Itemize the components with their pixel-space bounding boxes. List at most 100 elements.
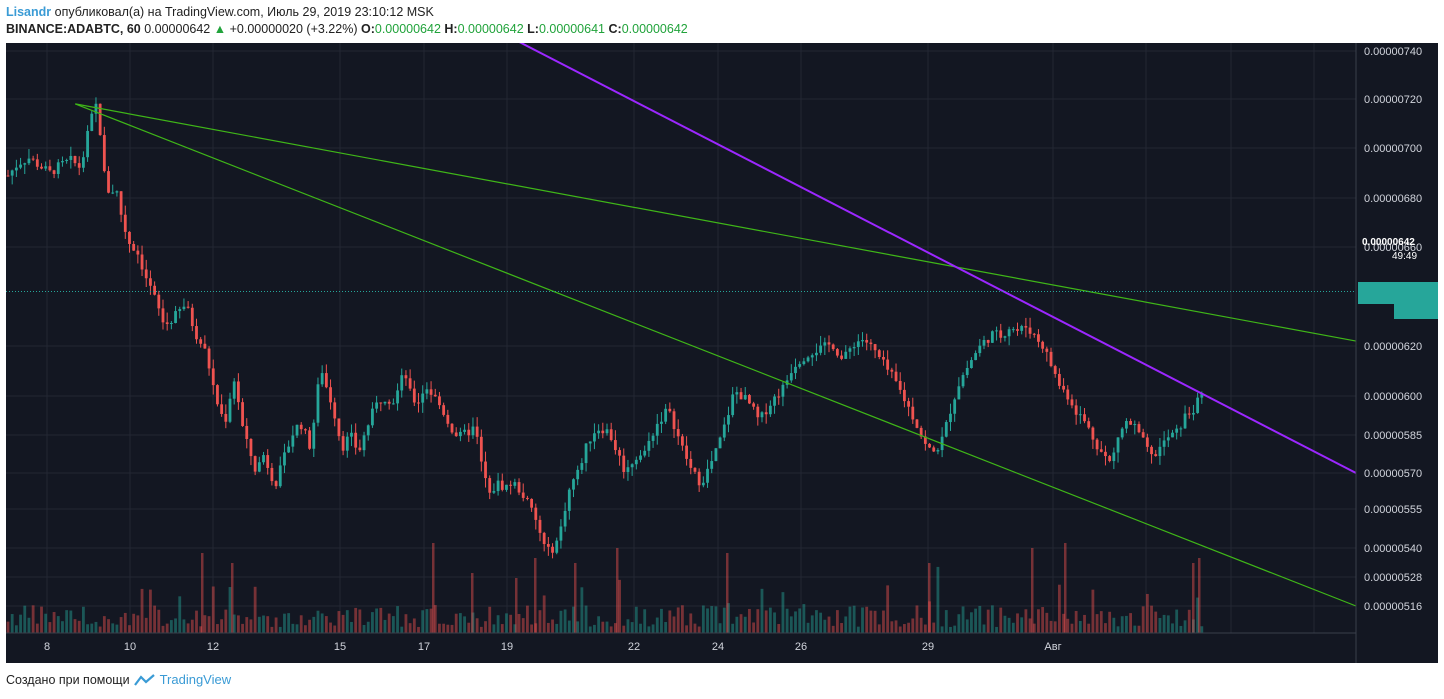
candle-body — [513, 482, 517, 486]
candle-body — [6, 175, 10, 177]
volume-bar — [220, 619, 224, 633]
x-tick-label: 24 — [712, 641, 724, 653]
y-tick-label: 0.00000516 — [1364, 601, 1422, 613]
volume-bar — [1070, 623, 1074, 633]
candle-body — [153, 285, 157, 295]
volume-bar — [903, 624, 906, 633]
x-tick-label: 17 — [418, 641, 430, 653]
candle-body — [664, 408, 668, 422]
published-text: опубликовал(а) на TradingView.com, Июль … — [54, 5, 434, 19]
volume-bar — [618, 579, 621, 633]
candle-body — [622, 455, 626, 472]
candle-body — [1095, 439, 1099, 450]
volume-bar — [128, 625, 131, 633]
candle-body — [882, 356, 885, 360]
price-chart[interactable]: 0.00000740 0.00000720 0.00000700 0.00000680… — [6, 30, 1438, 663]
candle-body — [429, 389, 433, 395]
candle-body — [266, 455, 270, 468]
volume-bar — [283, 613, 286, 633]
candle-body — [639, 455, 642, 460]
volume-bar — [827, 616, 831, 633]
candle-body — [1099, 449, 1103, 452]
candle-body — [329, 387, 332, 403]
candle-body — [161, 308, 165, 323]
candle-body — [1091, 427, 1095, 440]
candle-body — [756, 406, 760, 418]
candle-body — [827, 342, 831, 345]
candle-body — [739, 392, 743, 400]
candle-body — [1037, 334, 1040, 342]
chart-area[interactable]: 0.00000740 0.00000720 0.00000700 0.00000680… — [6, 30, 1438, 663]
symbol-name: BINANCE:ADABTC, 60 — [6, 22, 141, 36]
volume-bar — [542, 595, 546, 633]
volume-bar — [928, 601, 931, 633]
trendline-green[interactable] — [75, 103, 1357, 342]
volume-bars — [6, 543, 1204, 633]
last-price: 0.00000642 — [144, 22, 211, 36]
candle-body — [710, 461, 714, 469]
volume-bar — [735, 616, 739, 633]
candle-body — [861, 340, 864, 342]
candle-body — [186, 306, 190, 308]
candle-body — [995, 330, 998, 332]
candle-body — [337, 418, 341, 437]
volume-bar — [995, 626, 998, 633]
candle-body — [350, 432, 353, 437]
volume-bar — [350, 621, 353, 633]
volume-bar — [970, 612, 973, 633]
volume-bar — [965, 619, 969, 633]
volume-bar — [446, 624, 450, 633]
candle-body — [278, 465, 282, 487]
price-tag-value: 0.00000642 — [1362, 237, 1415, 248]
candle-body — [651, 435, 655, 441]
volume-bar — [693, 623, 697, 633]
candle-body — [362, 435, 366, 451]
volume-bar — [1154, 611, 1158, 633]
volume-bar — [706, 608, 709, 633]
volume-bar — [911, 618, 915, 633]
candle-body — [576, 469, 580, 480]
x-axis-labels: 8 10 12 15 17 19 22 24 26 29 Авг — [44, 641, 1062, 653]
author-name[interactable]: Lisandr — [6, 5, 52, 19]
volume-bar — [861, 607, 864, 633]
footer-brand[interactable]: TradingView — [159, 672, 232, 687]
volume-spike — [1198, 558, 1201, 633]
candle-body — [856, 341, 860, 348]
candle-body — [538, 519, 542, 533]
candle-body — [1166, 437, 1170, 441]
volume-bar — [375, 608, 379, 633]
volume-bar — [597, 616, 601, 633]
price-axis[interactable] — [1356, 43, 1438, 663]
volume-bar — [115, 624, 119, 633]
trendline-purple[interactable] — [498, 30, 1357, 474]
candle-body — [324, 373, 328, 388]
volume-bar — [98, 626, 102, 633]
price-change: +0.00000020 (+3.22%) — [229, 22, 358, 36]
candle-body — [1141, 432, 1145, 438]
volume-bar — [178, 596, 182, 633]
candle-body — [643, 450, 647, 456]
candle-body — [228, 398, 232, 422]
volume-bar — [714, 606, 718, 633]
trendlines[interactable] — [6, 30, 1358, 607]
volume-bar — [802, 604, 806, 633]
close-value: 0.00000642 — [621, 22, 688, 36]
x-tick-label: 10 — [124, 641, 136, 653]
volume-bar — [274, 617, 278, 633]
candle-body — [936, 450, 940, 452]
candle-body — [886, 359, 890, 370]
volume-bar — [710, 606, 714, 633]
candle-body — [961, 375, 965, 387]
candle-body — [366, 425, 370, 436]
candle-body — [630, 464, 634, 468]
volume-spike — [471, 573, 474, 633]
candle-body — [831, 344, 835, 350]
candle-body — [526, 497, 529, 499]
candle-body — [676, 429, 680, 437]
candle-body — [102, 135, 106, 172]
volume-bar — [760, 588, 764, 633]
volume-bar — [672, 616, 676, 633]
candle-body — [735, 392, 739, 395]
trendline-green[interactable] — [75, 103, 1357, 607]
y-tick-label: 0.00000660 — [1364, 242, 1422, 254]
